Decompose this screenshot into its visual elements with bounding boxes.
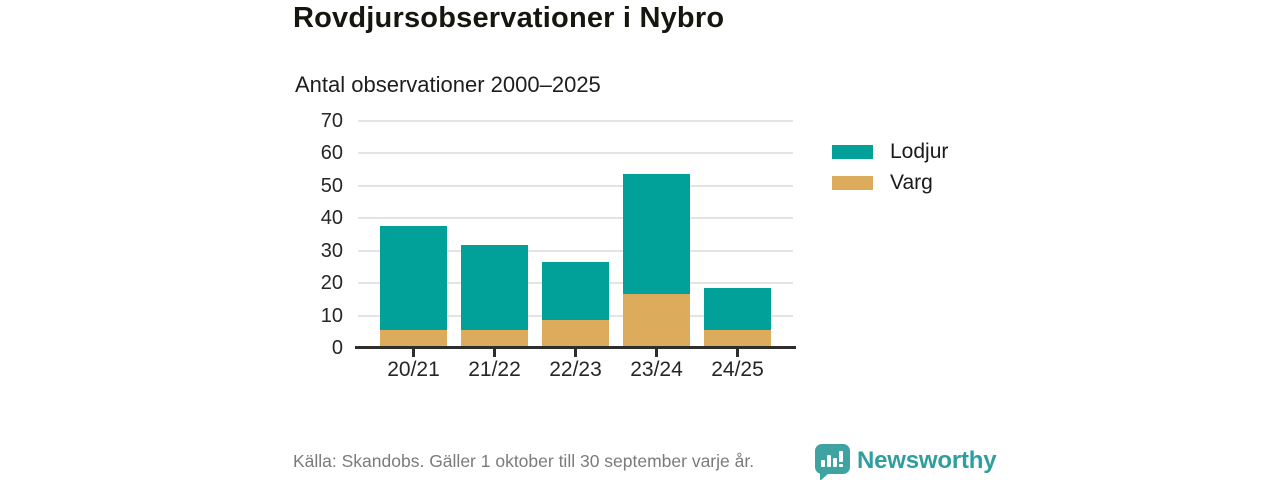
x-axis-tick-label: 23/24 — [630, 358, 683, 381]
legend-item-lodjur: Lodjur — [832, 140, 948, 164]
y-gridline — [358, 217, 793, 220]
x-axis-tick — [736, 349, 739, 357]
y-gridline — [358, 120, 793, 122]
y-axis-tick-label: 60 — [320, 142, 343, 165]
legend-label: Lodjur — [890, 140, 949, 163]
y-axis-tick-label: 0 — [331, 337, 343, 359]
x-axis-tick — [493, 349, 496, 357]
x-axis-tick — [655, 349, 658, 357]
bar-segment-varg — [380, 329, 447, 346]
bar-segment-lodjur — [623, 174, 690, 295]
brand-name: Newsworthy — [857, 447, 997, 474]
bar-segment-varg — [623, 294, 690, 346]
x-axis-tick-label: 20/21 — [387, 358, 440, 381]
exclamation-icon — [839, 450, 843, 467]
x-axis-tick-label: 21/22 — [468, 358, 521, 381]
x-axis-tick — [412, 349, 415, 357]
x-axis-line — [355, 346, 796, 349]
source-note: Källa: Skandobs. Gäller 1 oktober till 3… — [293, 451, 755, 471]
logo-speech-bubble-icon — [815, 444, 850, 480]
x-axis-tick — [574, 349, 577, 357]
bar-segment-varg — [461, 329, 528, 346]
x-axis-tick-label: 24/25 — [711, 358, 764, 381]
y-axis-tick-label: 70 — [320, 110, 343, 132]
plot-area: 0 10 20 30 40 50 60 70 20/21 21/22 22/23 23/24 24/25 — [321, 110, 796, 381]
y-axis-tick-label: 20 — [320, 272, 343, 295]
bar-segment-lodjur — [542, 261, 609, 321]
legend-swatch-varg — [832, 176, 873, 190]
bar-segment-lodjur — [461, 245, 528, 330]
legend-swatch-lodjur — [832, 145, 873, 159]
chart-subtitle: Antal observationer 2000–2025 — [295, 72, 601, 97]
y-axis-tick-label: 40 — [320, 207, 343, 230]
bar-segment-varg — [542, 320, 609, 346]
legend-item-varg: Varg — [832, 171, 948, 195]
legend: Lodjur Varg — [832, 140, 948, 202]
y-axis-tick-label: 10 — [320, 304, 343, 327]
x-axis-tick-label: 22/23 — [549, 358, 602, 381]
y-axis-tick-label: 30 — [320, 239, 343, 262]
y-gridline — [358, 184, 793, 187]
legend-label: Varg — [890, 171, 933, 194]
y-axis-tick-label: 50 — [320, 174, 343, 197]
y-gridline — [358, 152, 793, 155]
bar-segment-lodjur — [704, 287, 771, 330]
chart-title: Rovdjursobservationer i Nybro — [293, 2, 725, 34]
bar-segment-lodjur — [380, 226, 447, 330]
y-gridline — [358, 249, 793, 252]
bar-segment-varg — [704, 329, 771, 346]
mini-bar-chart-icon — [821, 450, 843, 467]
speech-bubble-tail — [820, 473, 829, 480]
newsworthy-logo: Newsworthy — [815, 444, 997, 480]
